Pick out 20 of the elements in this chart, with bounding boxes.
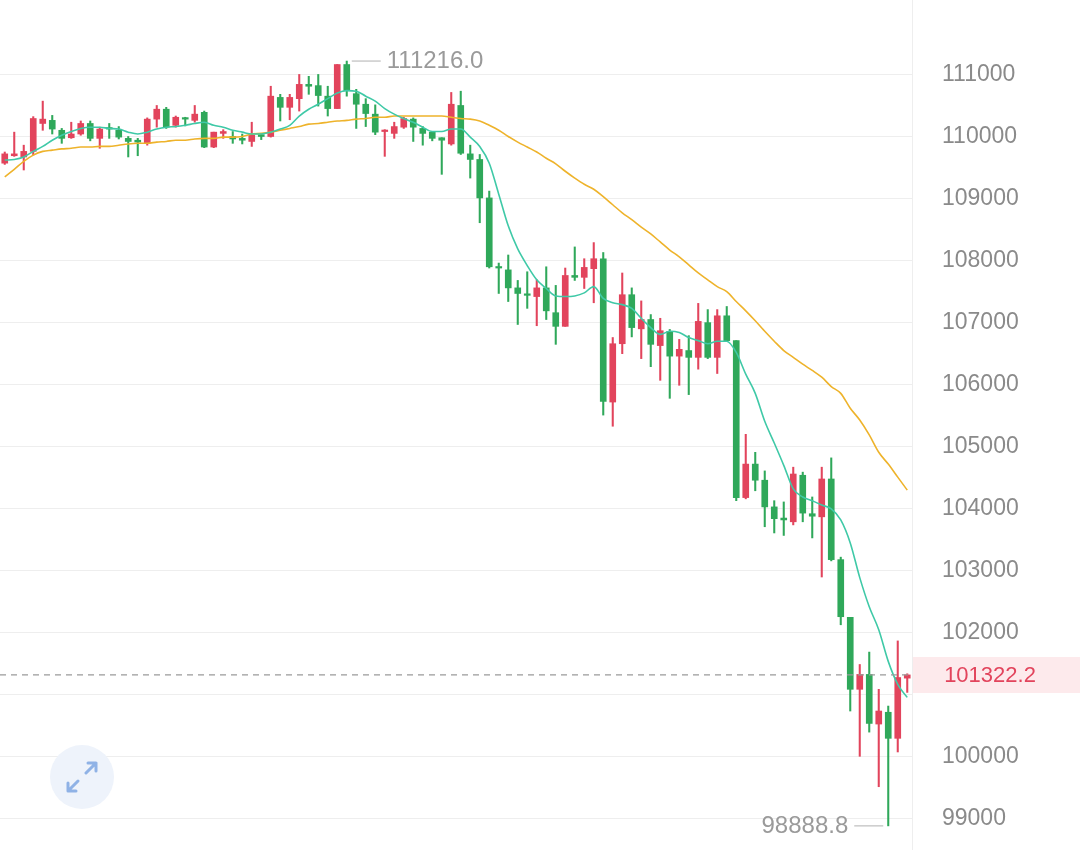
y-tick-label: 102000	[942, 618, 1019, 645]
annotation: 111216.0	[386, 45, 484, 73]
annotation: 98888.8	[761, 810, 849, 838]
line-series	[3, 89, 909, 699]
ref-line-label: 101322.2	[944, 661, 1036, 687]
y-tick-label: 104000	[942, 494, 1019, 521]
y-tick-label: 103000	[942, 556, 1019, 583]
y-tick-label: 107000	[942, 307, 1019, 334]
y-tick-label: 99000	[942, 804, 1006, 831]
y-tick-label: 100000	[942, 742, 1019, 769]
candlestick	[495, 262, 503, 294]
line-series	[3, 115, 909, 491]
y-tick-label: 106000	[942, 370, 1019, 397]
y-tick-label: 110000	[942, 121, 1018, 148]
y-tick-label: 108000	[942, 245, 1019, 272]
y-tick-label: 109000	[942, 183, 1019, 210]
candlestick	[381, 129, 389, 157]
candlestick	[523, 271, 531, 309]
y-tick-label: 111000	[942, 59, 1016, 86]
y-tick-label: 105000	[942, 432, 1019, 459]
